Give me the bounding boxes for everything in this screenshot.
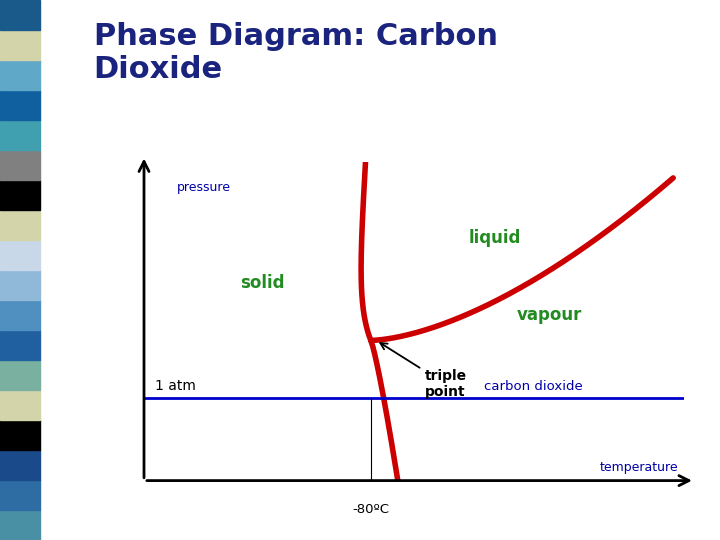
Text: liquid: liquid [469,230,521,247]
Text: Phase Diagram: Carbon
Dioxide: Phase Diagram: Carbon Dioxide [94,22,498,84]
Text: solid: solid [240,274,285,292]
Text: temperature: temperature [600,461,679,474]
Text: triple
point: triple point [380,343,467,399]
Text: 1 atm: 1 atm [155,379,196,393]
Text: -80ºC: -80ºC [352,503,390,516]
Text: vapour: vapour [516,306,582,324]
Text: carbon dioxide: carbon dioxide [484,380,583,393]
Text: pressure: pressure [176,181,230,194]
